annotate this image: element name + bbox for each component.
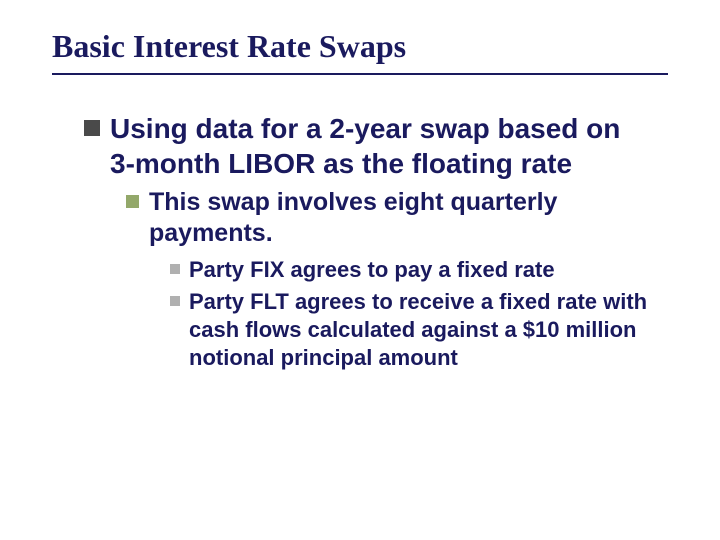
lvl1-text: Using data for a 2-year swap based on 3-… bbox=[110, 111, 652, 181]
square-bullet-icon bbox=[170, 296, 180, 306]
lvl3-text: Party FLT agrees to receive a fixed rate… bbox=[189, 288, 652, 372]
list-item: Using data for a 2-year swap based on 3-… bbox=[84, 111, 652, 181]
lvl3-group: Party FIX agrees to pay a fixed rate Par… bbox=[126, 256, 652, 373]
square-bullet-icon bbox=[126, 195, 139, 208]
square-bullet-icon bbox=[84, 120, 100, 136]
list-item: This swap involves eight quarterly payme… bbox=[126, 187, 652, 250]
square-bullet-icon bbox=[170, 264, 180, 274]
list-item: Party FLT agrees to receive a fixed rate… bbox=[170, 288, 652, 372]
slide-title: Basic Interest Rate Swaps bbox=[52, 28, 668, 65]
title-underline bbox=[52, 73, 668, 75]
slide-content: Using data for a 2-year swap based on 3-… bbox=[52, 111, 668, 372]
lvl3-text: Party FIX agrees to pay a fixed rate bbox=[189, 256, 555, 284]
lvl2-text: This swap involves eight quarterly payme… bbox=[149, 187, 652, 250]
list-item: Party FIX agrees to pay a fixed rate bbox=[170, 256, 652, 284]
lvl2-group: This swap involves eight quarterly payme… bbox=[84, 187, 652, 372]
